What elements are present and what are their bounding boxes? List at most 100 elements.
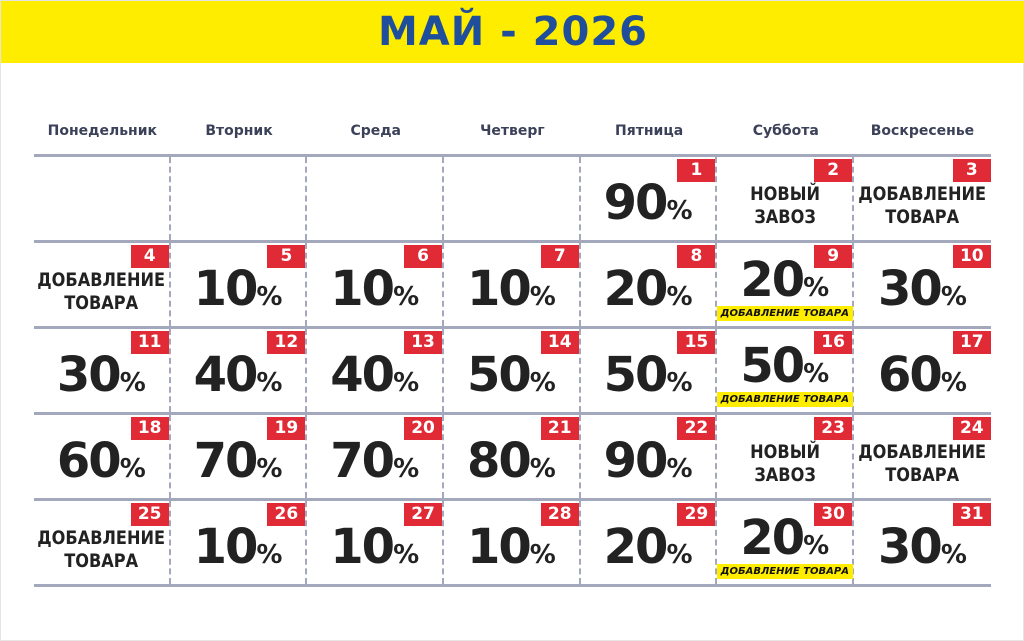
calendar-grid: 1 90% 2 НОВЫЙ ЗАВОЗ 3 ДОБАВЛЕНИЕ ТОВАРА 4 ДОБАВЛЕ… <box>34 154 991 587</box>
day-cell: 14 50% <box>444 329 581 412</box>
event-text-line: ТОВАРА <box>885 463 960 486</box>
discount-number: 90 <box>603 432 669 489</box>
discount-number: 10 <box>330 518 395 575</box>
percent-sign: % <box>666 195 693 226</box>
day-cell: 30 20% ДОБАВЛЕНИЕ ТОВАРА <box>716 501 855 584</box>
discount-number: 30 <box>56 346 122 403</box>
percent-sign: % <box>803 359 830 389</box>
week-row: 4 ДОБАВЛЕНИЕ ТОВАРА 5 10% 6 10% 7 10% 8 20% 9 20% ДОБ… <box>34 240 991 326</box>
day-number-badge: 2 <box>814 159 853 182</box>
discount-value: 70% <box>330 437 419 485</box>
page-title: МАЙ - 2026 <box>377 9 649 55</box>
event-text: ДОБАВЛЕНИЕ ТОВАРА <box>859 183 987 229</box>
event-text-line: ТОВАРА <box>885 205 960 228</box>
empty-cell <box>307 157 445 240</box>
discount-number: 10 <box>330 260 395 317</box>
event-text-line: ТОВАРА <box>64 291 139 314</box>
day-cell: 29 20% <box>581 501 718 584</box>
event-text: ДОБАВЛЕНИЕ ТОВАРА <box>37 527 165 573</box>
day-cell: 3 ДОБАВЛЕНИЕ ТОВАРА <box>854 157 991 240</box>
percent-sign: % <box>256 367 283 398</box>
discount-value: 10% <box>330 523 419 571</box>
discount-number: 20 <box>740 510 805 566</box>
day-number-badge: 27 <box>404 503 443 526</box>
percent-sign: % <box>940 367 967 398</box>
day-number-badge: 15 <box>677 331 716 354</box>
discount-number: 30 <box>878 518 943 575</box>
day-cell: 8 20% <box>581 243 718 326</box>
discount-number: 70 <box>330 432 395 489</box>
day-cell: 11 30% <box>34 329 171 412</box>
discount-number: 50 <box>740 338 805 394</box>
event-text-line: ДОБАВЛЕНИЕ <box>858 440 987 463</box>
day-number-badge: 17 <box>952 331 991 354</box>
discount-number: 90 <box>603 174 669 231</box>
event-text-line: ТОВАРА <box>64 549 139 572</box>
day-number-badge: 26 <box>267 503 306 526</box>
discount-value: 20% <box>740 514 829 562</box>
day-number-badge: 30 <box>814 503 853 526</box>
event-text: НОВЫЙ ЗАВОЗ <box>750 183 820 229</box>
day-cell: 23 НОВЫЙ ЗАВОЗ <box>717 415 855 498</box>
weekday-header: Понедельник Вторник Среда Четверг Пятница Суб… <box>34 123 991 139</box>
day-number-badge: 23 <box>814 417 853 440</box>
week-row: 18 60% 19 70% 20 70% 21 80% 22 90% 23 НОВЫЙ ЗАВОЗ 24 Д… <box>34 412 991 498</box>
day-cell: 13 40% <box>307 329 445 412</box>
discount-number: 20 <box>603 518 669 575</box>
day-number-badge: 24 <box>952 417 991 440</box>
event-text-line: ЗАВОЗ <box>754 205 816 228</box>
percent-sign: % <box>256 281 283 312</box>
discount-number: 10 <box>466 260 532 317</box>
day-cell: 18 60% <box>34 415 171 498</box>
percent-sign: % <box>803 273 830 303</box>
empty-cell <box>444 157 581 240</box>
empty-cell <box>171 157 308 240</box>
percent-sign: % <box>666 539 693 570</box>
day-number-badge: 9 <box>814 245 853 268</box>
event-text: НОВЫЙ ЗАВОЗ <box>750 441 820 487</box>
day-number-badge: 31 <box>952 503 991 526</box>
discount-value: 90% <box>604 437 693 485</box>
day-number-badge: 11 <box>130 331 169 354</box>
percent-sign: % <box>256 453 283 484</box>
discount-number: 30 <box>878 260 943 317</box>
discount-value: 20% <box>740 256 829 304</box>
percent-sign: % <box>119 453 146 484</box>
day-cell: 27 10% <box>307 501 445 584</box>
discount-value: 60% <box>57 437 146 485</box>
discount-number: 40 <box>193 346 259 403</box>
percent-sign: % <box>393 281 420 312</box>
percent-sign: % <box>529 539 556 570</box>
day-cell: 6 10% <box>307 243 445 326</box>
event-text-line: НОВЫЙ <box>749 182 820 205</box>
percent-sign: % <box>666 453 693 484</box>
discount-number: 20 <box>603 260 669 317</box>
week-row: 25 ДОБАВЛЕНИЕ ТОВАРА 26 10% 27 10% 28 10% 29 20% 30… <box>34 498 991 587</box>
weekday-label: Четверг <box>480 123 545 139</box>
day-number-badge: 25 <box>130 503 169 526</box>
discount-value: 90% <box>604 179 693 227</box>
discount-number: 60 <box>878 346 943 403</box>
discount-value: 10% <box>467 523 556 571</box>
day-cell: 9 20% ДОБАВЛЕНИЕ ТОВАРА <box>716 243 855 326</box>
discount-number: 50 <box>466 346 532 403</box>
day-number-badge: 5 <box>267 245 306 268</box>
day-cell: 17 60% <box>854 329 991 412</box>
event-tag: ДОБАВЛЕНИЕ ТОВАРА <box>716 564 853 579</box>
day-cell: 16 50% ДОБАВЛЕНИЕ ТОВАРА <box>716 329 855 412</box>
day-number-badge: 12 <box>267 331 306 354</box>
day-cell: 2 НОВЫЙ ЗАВОЗ <box>717 157 855 240</box>
discount-number: 70 <box>193 432 259 489</box>
percent-sign: % <box>666 367 693 398</box>
discount-value: 70% <box>194 437 283 485</box>
discount-value: 50% <box>604 351 693 399</box>
title-banner: МАЙ - 2026 <box>1 1 1024 63</box>
discount-value: 50% <box>467 351 556 399</box>
day-cell: 22 90% <box>581 415 718 498</box>
day-number-badge: 19 <box>267 417 306 440</box>
empty-cell <box>34 157 171 240</box>
discount-value: 30% <box>878 265 967 313</box>
discount-value: 10% <box>194 265 283 313</box>
day-number-badge: 18 <box>130 417 169 440</box>
discount-value: 60% <box>878 351 967 399</box>
